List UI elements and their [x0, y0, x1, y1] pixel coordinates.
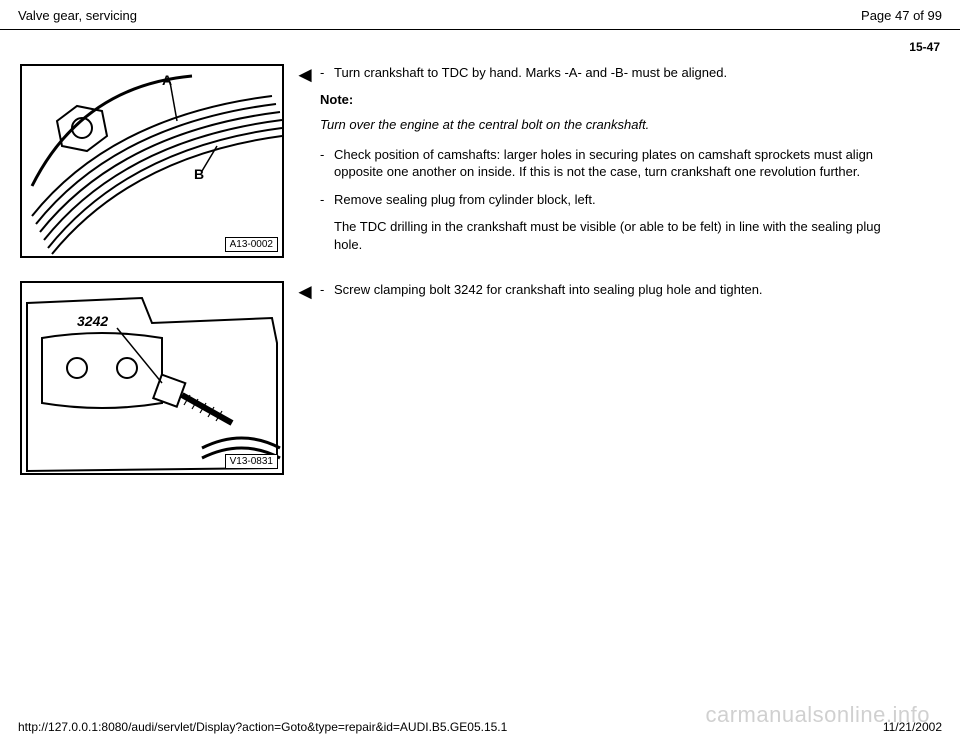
page-reference: 15-47 [0, 30, 960, 54]
header-page-of: Page 47 of 99 [861, 8, 942, 23]
figure-2-label: V13-0831 [225, 454, 278, 469]
s1-step2-text: Check position of camshafts: larger hole… [334, 146, 910, 181]
s2-step1-text: Screw clamping bolt 3242 for crankshaft … [334, 281, 910, 299]
bullet: - [320, 191, 334, 209]
figure-1: A B A13-0002 [20, 64, 284, 258]
section-1-text: - Turn crankshaft to TDC by hand. Marks … [320, 64, 940, 263]
arrow-2: ◄ [290, 281, 320, 303]
figure-1-label: A13-0002 [225, 237, 278, 252]
s1-step3: - Remove sealing plug from cylinder bloc… [320, 191, 910, 209]
s1-step2: - Check position of camshafts: larger ho… [320, 146, 910, 181]
section-1: A B A13-0002 ◄ - Turn crankshaft to TDC … [20, 64, 940, 263]
page-footer: http://127.0.0.1:8080/audi/servlet/Displ… [0, 720, 960, 734]
s2-step1: - Screw clamping bolt 3242 for crankshaf… [320, 281, 910, 299]
bullet: - [320, 146, 334, 181]
arrow-1: ◄ [290, 64, 320, 86]
content-area: A B A13-0002 ◄ - Turn crankshaft to TDC … [0, 54, 960, 475]
bullet: - [320, 64, 334, 82]
figure-2: 3242 V13-0831 [20, 281, 284, 475]
s1-step4: The TDC drilling in the crankshaft must … [320, 218, 910, 253]
note-text: Turn over the engine at the central bolt… [320, 117, 910, 132]
s1-step3-text: Remove sealing plug from cylinder block,… [334, 191, 910, 209]
s1-step1-text: Turn crankshaft to TDC by hand. Marks -A… [334, 64, 910, 82]
mark-b-label: B [194, 166, 204, 182]
section-2: 3242 V13-0831 ◄ - Screw clamping bolt 32… [20, 281, 940, 475]
mark-a-label: A [162, 72, 172, 88]
section-2-text: - Screw clamping bolt 3242 for crankshaf… [320, 281, 940, 309]
s1-step1: - Turn crankshaft to TDC by hand. Marks … [320, 64, 910, 82]
figure-1-svg [22, 66, 282, 256]
page-header: Valve gear, servicing Page 47 of 99 [0, 0, 960, 30]
tool-label: 3242 [77, 313, 108, 329]
bullet: - [320, 281, 334, 299]
s1-step4-text: The TDC drilling in the crankshaft must … [334, 218, 910, 253]
note-label: Note: [320, 92, 910, 107]
bullet [320, 218, 334, 253]
footer-date: 11/21/2002 [883, 720, 942, 734]
footer-url: http://127.0.0.1:8080/audi/servlet/Displ… [18, 720, 507, 734]
figure-2-svg [22, 283, 282, 473]
header-title: Valve gear, servicing [18, 8, 137, 23]
